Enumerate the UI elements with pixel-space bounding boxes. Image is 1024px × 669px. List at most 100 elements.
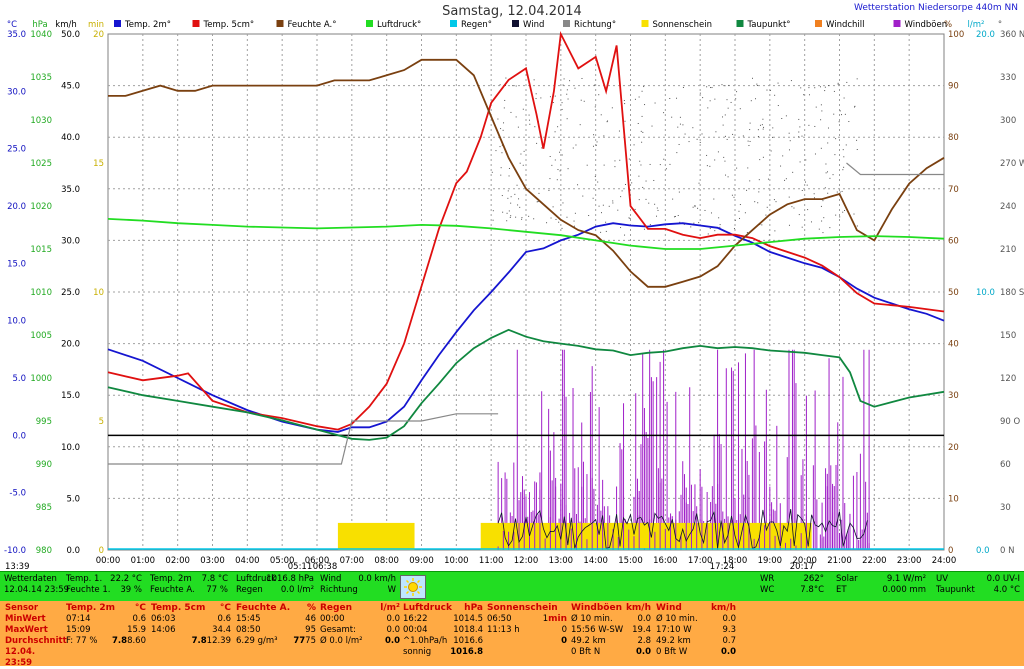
stat-row: 06:03 0.6 — [151, 614, 231, 625]
wind-value: 0.0 km/h — [358, 574, 396, 584]
wr-value: 262° — [803, 574, 824, 584]
stat-row: 15:45 46 — [236, 614, 316, 625]
direction-dot — [567, 98, 569, 100]
stat-column-head: Temp. 5cm °C — [151, 603, 231, 614]
direction-dot — [722, 116, 724, 118]
direction-dot — [856, 139, 858, 141]
direction-dot — [832, 174, 834, 176]
direction-dot — [848, 121, 850, 123]
series-luftdruck- — [107, 218, 945, 250]
direction-dot — [499, 146, 501, 148]
row-label-min: MinWert — [5, 614, 46, 624]
stat-cell-label: 15:45 — [236, 614, 261, 624]
direction-dot — [761, 124, 763, 126]
stat-cell-label: 15:56 W-SW — [571, 625, 624, 635]
direction-dot — [640, 130, 642, 132]
marker-time: 17:24 — [710, 562, 735, 570]
dewpoint-label: Taupunkt — [936, 585, 975, 595]
temp1-label: Temp. 1. — [66, 574, 103, 584]
direction-dot — [499, 84, 501, 86]
direction-dot — [514, 193, 516, 195]
direction-dot — [824, 187, 826, 189]
direction-dot — [808, 94, 810, 96]
tick-pressure: 1025 — [30, 159, 52, 169]
direction-dot — [707, 233, 709, 235]
tick-humidity: 0 — [948, 546, 953, 556]
direction-dot — [657, 209, 659, 211]
direction-dot — [676, 152, 678, 154]
stat-row: 0 Bft W 0.0 — [656, 647, 736, 658]
direction-dot — [798, 131, 800, 133]
direction-dot — [726, 99, 728, 101]
direction-dot — [501, 195, 503, 197]
direction-dot — [566, 118, 568, 120]
direction-dot — [688, 141, 690, 143]
direction-dot — [516, 184, 518, 186]
direction-dot — [732, 133, 734, 135]
legend-swatch — [366, 20, 373, 27]
tick-humidity: 10 — [948, 494, 959, 504]
direction-dot — [827, 127, 829, 129]
axis-unit-temp: °C — [7, 20, 17, 30]
series-temp-5cm- — [107, 30, 945, 431]
direction-dot — [572, 147, 574, 149]
humidity1-label: Feuchte 1. — [66, 585, 111, 595]
series-richtung- — [108, 413, 499, 465]
stat-column: Temp. 5cm °C 06:03 0.6 14:06 34.4 12.39 7.8 — [151, 603, 231, 647]
direction-dot — [671, 116, 673, 118]
direction-dot — [721, 84, 723, 86]
direction-dot — [766, 89, 768, 91]
stat-row: 49.2 km 0.7 — [656, 636, 736, 647]
direction-dot — [710, 87, 712, 89]
direction-dot — [645, 198, 647, 200]
tick-x: 10:00 — [444, 556, 469, 566]
stat-cell-label: Gesamt: — [320, 625, 356, 635]
direction-dot — [504, 85, 506, 87]
direction-dot — [588, 215, 590, 217]
direction-dot — [715, 131, 717, 133]
sunny-weather-icon — [400, 575, 426, 599]
direction-dot — [749, 180, 751, 182]
row-label-avg: Durchschnitt — [5, 636, 67, 646]
direction-dot — [755, 98, 757, 100]
legend-label: Windchill — [826, 20, 865, 30]
stat-cell-value: 7.8 — [112, 636, 128, 646]
direction-dot — [733, 196, 735, 198]
direction-dot — [853, 213, 855, 215]
direction-dot — [621, 190, 623, 192]
direction-dot — [606, 121, 608, 123]
direction-dot — [854, 105, 856, 107]
direction-dot — [736, 167, 738, 169]
direction-dot — [724, 85, 726, 87]
tick-temp: 35.0 — [7, 30, 26, 40]
direction-dot — [808, 87, 810, 89]
stat-head-label: Luftdruck — [403, 603, 452, 613]
direction-dot — [679, 116, 681, 118]
marker-time: 13:39 — [5, 562, 30, 570]
direction-dot — [762, 118, 764, 120]
direction-dot — [603, 135, 605, 137]
direction-dot — [761, 224, 763, 226]
direction-dot — [517, 126, 519, 128]
et-value: 0.000 mm — [882, 585, 926, 595]
direction-dot — [763, 126, 765, 128]
direction-dot — [788, 149, 790, 151]
stat-cell-value: 1018.4 — [453, 625, 483, 635]
direction-dot — [598, 94, 600, 96]
stat-column-head: Windböen km/h — [571, 603, 651, 614]
direction-dot — [792, 171, 794, 173]
direction-dot — [739, 108, 741, 110]
direction-dot — [549, 178, 551, 180]
direction-dot — [757, 129, 759, 131]
direction-dot — [739, 217, 741, 219]
direction-dot — [575, 144, 577, 146]
stat-row: ^1.0hPa/h 1016.6 — [403, 636, 483, 647]
humidity-a-label: Feuchte A. — [150, 585, 195, 595]
tick-x: 19:00 — [758, 556, 783, 566]
direction-dot — [748, 145, 750, 147]
tick-direction: 30 — [1000, 503, 1011, 513]
stat-cell-value: 0.0 — [384, 636, 400, 646]
direction-dot — [739, 204, 741, 206]
tick-pressure: 1000 — [30, 374, 52, 384]
